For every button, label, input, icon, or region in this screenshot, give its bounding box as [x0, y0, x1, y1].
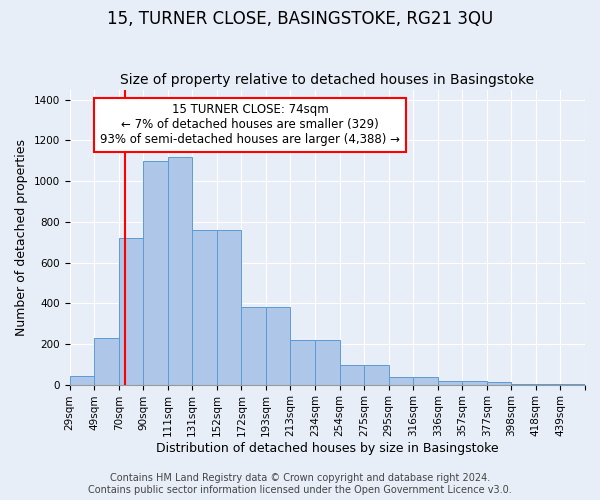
Bar — [192, 230, 217, 384]
Bar — [168, 156, 192, 384]
Bar — [217, 230, 241, 384]
Bar — [241, 308, 266, 384]
Bar — [413, 378, 438, 384]
Bar — [119, 238, 143, 384]
Bar — [70, 376, 94, 384]
Bar — [290, 340, 315, 384]
Bar — [438, 380, 462, 384]
Y-axis label: Number of detached properties: Number of detached properties — [15, 138, 28, 336]
Bar — [364, 366, 389, 384]
Bar — [487, 382, 511, 384]
Bar — [389, 378, 413, 384]
Text: 15 TURNER CLOSE: 74sqm
← 7% of detached houses are smaller (329)
93% of semi-det: 15 TURNER CLOSE: 74sqm ← 7% of detached … — [100, 104, 400, 146]
Bar — [143, 161, 168, 384]
Bar — [340, 366, 364, 384]
Bar — [462, 380, 487, 384]
X-axis label: Distribution of detached houses by size in Basingstoke: Distribution of detached houses by size … — [156, 442, 499, 455]
Text: 15, TURNER CLOSE, BASINGSTOKE, RG21 3QU: 15, TURNER CLOSE, BASINGSTOKE, RG21 3QU — [107, 10, 493, 28]
Bar — [315, 340, 340, 384]
Bar — [266, 308, 290, 384]
Text: Contains HM Land Registry data © Crown copyright and database right 2024.
Contai: Contains HM Land Registry data © Crown c… — [88, 474, 512, 495]
Title: Size of property relative to detached houses in Basingstoke: Size of property relative to detached ho… — [120, 73, 535, 87]
Bar — [94, 338, 119, 384]
